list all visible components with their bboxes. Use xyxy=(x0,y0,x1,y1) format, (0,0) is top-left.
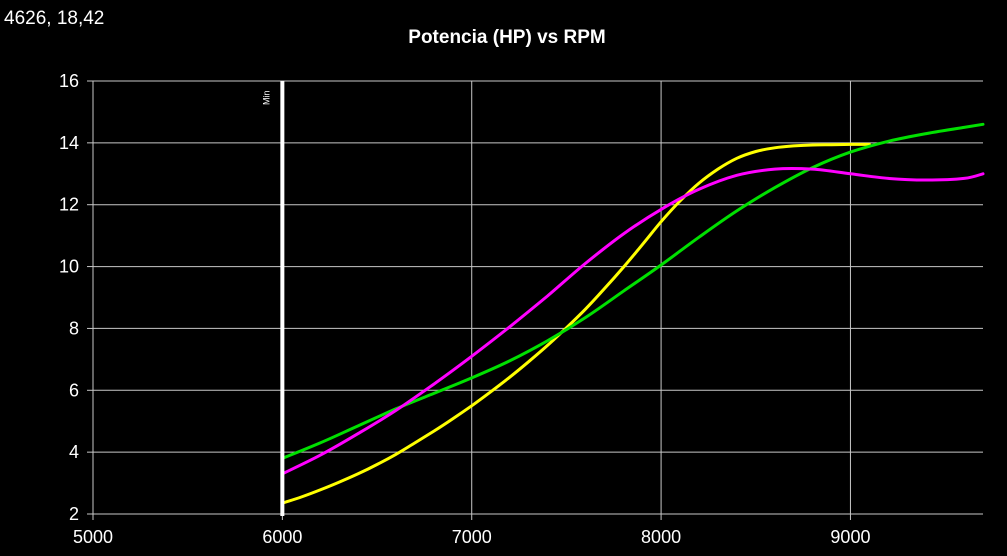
axes xyxy=(87,80,983,520)
series-line-yellow xyxy=(280,142,871,505)
y-tick-label: 8 xyxy=(69,318,79,338)
y-tick-label: 10 xyxy=(59,257,79,277)
x-tick-label: 5000 xyxy=(73,527,113,547)
y-tick-label: 12 xyxy=(59,195,79,215)
series-line-magenta xyxy=(280,166,985,476)
grid-lines xyxy=(93,80,983,514)
cursor-coordinate-readout: 4626, 18,42 xyxy=(4,8,105,29)
min-marker-label: Min xyxy=(261,90,271,105)
y-tick-label: 14 xyxy=(59,133,79,153)
series-line-green xyxy=(280,122,985,460)
x-tick-label: 6000 xyxy=(262,527,302,547)
x-tick-label: 9000 xyxy=(830,527,870,547)
y-tick-label: 2 xyxy=(69,504,79,524)
series-lines xyxy=(280,122,985,505)
tick-labels: 2 4 6 8 10 12 14 16 5000 6000 7000 8000 9000 xyxy=(59,71,871,547)
y-tick-label: 6 xyxy=(69,380,79,400)
x-tick-label: 7000 xyxy=(452,527,492,547)
markers[interactable]: Min xyxy=(261,81,285,516)
x-tick-label: 8000 xyxy=(641,527,681,547)
y-tick-label: 4 xyxy=(69,442,79,462)
y-tick-label: 16 xyxy=(59,71,79,91)
chart-title: Potencia (HP) vs RPM xyxy=(408,27,605,48)
